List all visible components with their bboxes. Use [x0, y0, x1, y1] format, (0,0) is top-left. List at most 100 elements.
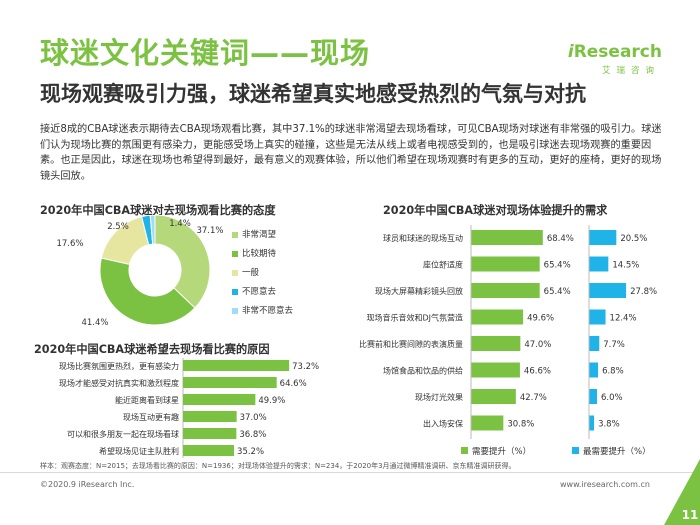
- category-label: 能近距离看到球星: [115, 395, 179, 405]
- legend-swatch: [232, 250, 238, 257]
- bar-need: [471, 309, 524, 325]
- legend-swatch: [232, 307, 238, 314]
- bar-value-label: 64.6%: [280, 379, 307, 389]
- legend-label: 非常不愿意去: [242, 306, 294, 316]
- demand-chart-title: 2020年中国CBA球迷对现场体验提升的需求: [383, 204, 608, 217]
- bar-need: [471, 389, 516, 404]
- footer-divider: [0, 472, 700, 473]
- bar-value-label: 20.5%: [620, 234, 647, 244]
- category-label: 比赛前和比赛间隙的表演质量: [359, 339, 463, 349]
- bar-value-label: 14.5%: [612, 261, 639, 271]
- pie-legend-item: 比较期待: [232, 247, 293, 259]
- bar-most-need: [589, 362, 599, 378]
- bar-value-label: 35.2%: [237, 447, 264, 457]
- category-label: 现场比赛氛围更热烈，更有感染力: [59, 361, 179, 371]
- bar-value-label: 73.2%: [292, 362, 319, 372]
- logo-text: Research: [573, 42, 662, 62]
- pie-chart: 37.1% 41.4% 17.6% 2.5% 1.4%: [56, 215, 224, 328]
- bar-value-label: 47.0%: [524, 340, 551, 350]
- bar-value-label: 65.4%: [544, 287, 571, 297]
- page-number-badge: 11: [664, 459, 700, 525]
- bar-value-label: 12.4%: [610, 314, 637, 324]
- bar: [183, 360, 290, 371]
- copyright: ©2020.9 iResearch Inc.: [40, 480, 135, 489]
- bar-need: [471, 283, 540, 298]
- bar-most-need: [589, 283, 627, 298]
- category-label: 希望现场见证主队胜利: [99, 446, 179, 456]
- category-label: 现场才能感受对抗真实和激烈程度: [59, 378, 179, 388]
- legend-label: 需要提升（%）: [472, 446, 531, 457]
- page-number-triangle: [664, 459, 700, 525]
- page-subtitle: 现场观赛吸引力强，球迷希望真实地感受热烈的气氛与对抗: [40, 82, 586, 106]
- pie-chart-title: 2020年中国CBA球迷对去现场观看比赛的态度: [40, 204, 276, 217]
- pie-slice: [99, 257, 196, 326]
- legend-label: 比较期待: [242, 249, 277, 259]
- bar-most-need: [589, 389, 597, 404]
- category-label: 可以和很多朋友一起在现场看球: [67, 429, 179, 439]
- bar-need: [471, 230, 543, 245]
- bar-most-need: [589, 415, 595, 431]
- legend-swatch: [232, 231, 238, 238]
- category-label: 现场灯光效果: [415, 392, 463, 402]
- bar: [183, 428, 237, 439]
- bar-value-label: 3.8%: [598, 420, 620, 430]
- bar-value-label: 36.8%: [239, 430, 266, 440]
- pie-legend-item: 一般: [232, 266, 293, 278]
- iresearch-logo: iResearch: [568, 42, 662, 62]
- legend-swatch: [572, 447, 579, 454]
- legend-swatch: [232, 269, 238, 276]
- legend-swatch: [232, 288, 238, 295]
- logo-i: i: [567, 42, 574, 62]
- pie-value-label: 2.5%: [107, 222, 129, 232]
- pie-legend-item: 非常渴望: [232, 228, 293, 240]
- legend-label: 不愿意去: [242, 287, 277, 297]
- bar: [183, 394, 256, 405]
- bar-value-label: 27.8%: [630, 287, 657, 297]
- page-title: 球迷文化关键词——现场: [40, 36, 371, 70]
- category-label: 现场大屏幕精彩镜头回放: [375, 286, 463, 296]
- intro-paragraph: 接近8成的CBA球迷表示期待去CBA现场观看比赛，其中37.1%的球迷非常渴望去…: [40, 124, 662, 182]
- pie-legend: 非常渴望比较期待一般不愿意去非常不愿意去: [232, 228, 293, 323]
- pie-value-label: 37.1%: [196, 226, 223, 236]
- pie-slice: [149, 215, 156, 245]
- page-number: 11: [682, 508, 699, 522]
- logo-chinese: 艾瑞咨询: [601, 66, 660, 76]
- category-label: 现场音乐音效和DJ气氛营造: [366, 313, 463, 323]
- category-label: 现场互动更有趣: [123, 412, 179, 422]
- bar-value-label: 65.4%: [544, 261, 571, 271]
- reasons-bar-chart: 现场比赛氛围更热烈，更有感染力 73.2% 现场才能感受对抗真实和激烈程度 64.6%…: [59, 358, 319, 458]
- bar-value-label: 6.0%: [601, 393, 623, 403]
- category-label: 座位舒适度: [423, 260, 463, 270]
- bar-value-label: 37.0%: [240, 413, 267, 423]
- bar-value-label: 30.8%: [507, 420, 534, 430]
- reasons-chart-title: 2020年中国CBA球迷希望去现场看比赛的原因: [34, 343, 270, 356]
- bar-need: [471, 256, 540, 272]
- pie-value-label: 17.6%: [56, 239, 83, 249]
- bar-need: [471, 415, 504, 431]
- bar-value-label: 7.7%: [603, 340, 625, 350]
- category-label: 场馆食品和饮品的供给: [383, 366, 463, 376]
- pie-legend-item: 非常不愿意去: [232, 304, 293, 316]
- bar-value-label: 49.6%: [527, 314, 554, 324]
- pie-legend-item: 不愿意去: [232, 285, 293, 297]
- footnote: 样本：观赛态度：N=2015；去现场看比赛的原因：N=1936；对现场体验提升的…: [40, 462, 516, 470]
- legend-swatch: [461, 447, 468, 454]
- bar-value-label: 6.8%: [602, 367, 624, 377]
- pie-slice: [154, 215, 211, 309]
- bar-value-label: 46.6%: [524, 367, 551, 377]
- bar-value-label: 68.4%: [547, 234, 574, 244]
- legend-label: 最需要提升（%）: [583, 446, 651, 457]
- website-link[interactable]: www.iresearch.com.cn: [560, 480, 650, 489]
- bar: [183, 445, 235, 456]
- bar-most-need: [589, 230, 617, 245]
- bar-value-label: 42.7%: [520, 393, 547, 403]
- bar-most-need: [589, 256, 609, 272]
- bar: [183, 377, 277, 388]
- pie-value-label: 1.4%: [169, 219, 191, 229]
- bar-most-need: [589, 309, 606, 325]
- bar-need: [471, 336, 521, 351]
- bar: [183, 411, 237, 422]
- bar-most-need: [589, 336, 600, 351]
- bar-need: [471, 362, 520, 378]
- category-label: 球员和球迷的现场互动: [383, 233, 463, 243]
